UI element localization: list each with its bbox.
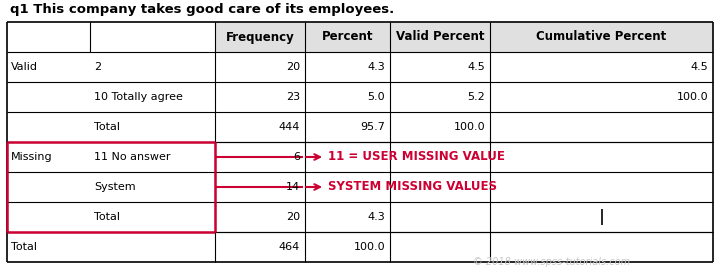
Text: System: System bbox=[94, 182, 135, 192]
Text: 11 = USER MISSING VALUE: 11 = USER MISSING VALUE bbox=[328, 150, 505, 163]
Text: 4.3: 4.3 bbox=[367, 62, 385, 72]
Text: Total: Total bbox=[11, 242, 37, 252]
Text: Valid Percent: Valid Percent bbox=[396, 31, 485, 44]
Text: 4.5: 4.5 bbox=[467, 62, 485, 72]
Text: 14: 14 bbox=[286, 182, 300, 192]
Text: Total: Total bbox=[94, 212, 120, 222]
Text: © 2018 www.spss-tutorials.com: © 2018 www.spss-tutorials.com bbox=[473, 257, 630, 267]
Text: Cumulative Percent: Cumulative Percent bbox=[536, 31, 667, 44]
Text: 5.0: 5.0 bbox=[367, 92, 385, 102]
Text: SYSTEM MISSING VALUES: SYSTEM MISSING VALUES bbox=[328, 181, 497, 193]
Text: 464: 464 bbox=[279, 242, 300, 252]
Text: Valid: Valid bbox=[11, 62, 38, 72]
Text: 444: 444 bbox=[279, 122, 300, 132]
Text: 23: 23 bbox=[286, 92, 300, 102]
Text: 4.5: 4.5 bbox=[690, 62, 708, 72]
Text: 20: 20 bbox=[286, 212, 300, 222]
Text: Total: Total bbox=[94, 122, 120, 132]
Text: 11 No answer: 11 No answer bbox=[94, 152, 171, 162]
Text: Percent: Percent bbox=[322, 31, 373, 44]
Polygon shape bbox=[215, 22, 713, 52]
Text: Frequency: Frequency bbox=[225, 31, 294, 44]
Text: 2: 2 bbox=[94, 62, 101, 72]
Text: q1 This company takes good care of its employees.: q1 This company takes good care of its e… bbox=[10, 3, 395, 16]
Text: 95.7: 95.7 bbox=[360, 122, 385, 132]
Text: 6: 6 bbox=[293, 152, 300, 162]
Text: 10 Totally agree: 10 Totally agree bbox=[94, 92, 183, 102]
Text: Missing: Missing bbox=[11, 152, 53, 162]
Text: 100.0: 100.0 bbox=[454, 122, 485, 132]
Text: 20: 20 bbox=[286, 62, 300, 72]
Text: 4.3: 4.3 bbox=[367, 212, 385, 222]
Text: 5.2: 5.2 bbox=[467, 92, 485, 102]
Text: 100.0: 100.0 bbox=[676, 92, 708, 102]
Text: 100.0: 100.0 bbox=[354, 242, 385, 252]
